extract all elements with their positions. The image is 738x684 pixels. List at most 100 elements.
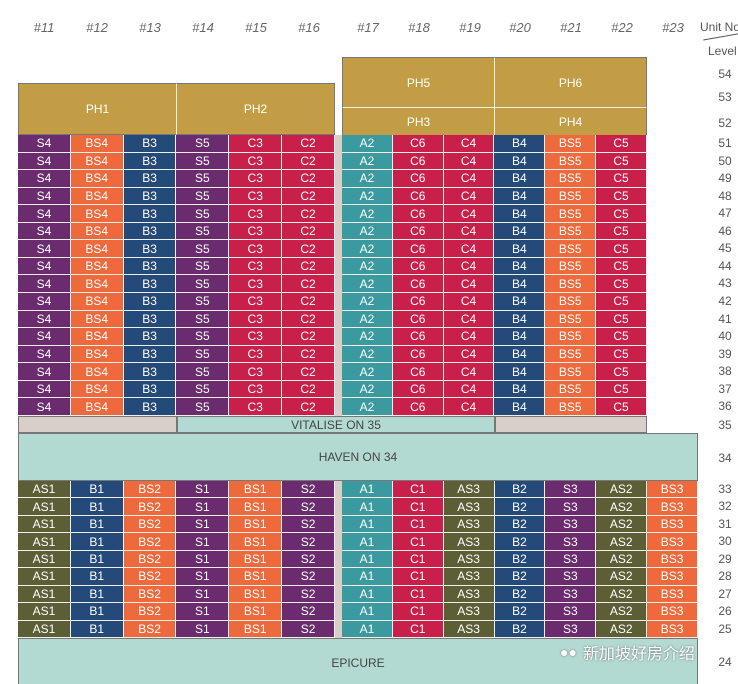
unit-cell-s1-25[interactable]: S1: [176, 620, 230, 638]
amenity-haven[interactable]: HAVEN ON 34: [18, 433, 698, 481]
unit-cell-b4-37[interactable]: B4: [494, 380, 546, 399]
unit-cell-c1-28[interactable]: C1: [392, 568, 444, 586]
unit-cell-bs4-37[interactable]: BS4: [70, 380, 124, 399]
unit-cell-s4-47[interactable]: S4: [18, 205, 71, 223]
unit-cell-s5-39[interactable]: S5: [176, 345, 230, 364]
unit-cell-s5-42[interactable]: S5: [176, 293, 230, 311]
unit-cell-c5-51[interactable]: C5: [596, 135, 647, 153]
unit-cell-a1-25[interactable]: A1: [342, 620, 393, 638]
unit-cell-s4-46[interactable]: S4: [18, 222, 71, 241]
amenity-epicure[interactable]: EPICURE: [18, 638, 698, 684]
unit-cell-a2-36[interactable]: A2: [342, 398, 393, 416]
unit-cell-s4-50[interactable]: S4: [18, 152, 71, 171]
unit-cell-a2-51[interactable]: A2: [342, 135, 393, 153]
unit-cell-c4-36[interactable]: C4: [443, 398, 495, 416]
unit-cell-b3-51[interactable]: B3: [123, 135, 177, 153]
unit-cell-bs3-28[interactable]: BS3: [647, 568, 699, 586]
unit-cell-b1-26[interactable]: B1: [70, 603, 124, 621]
unit-cell-c6-40[interactable]: C6: [392, 328, 444, 346]
unit-cell-c2-40[interactable]: C2: [282, 328, 335, 346]
unit-cell-a2-42[interactable]: A2: [342, 293, 393, 311]
unit-cell-b4-47[interactable]: B4: [494, 205, 546, 223]
unit-cell-bs5-38[interactable]: BS5: [545, 363, 597, 381]
unit-cell-s2-29[interactable]: S2: [282, 550, 335, 569]
unit-cell-s4-44[interactable]: S4: [18, 257, 71, 276]
unit-cell-b4-39[interactable]: B4: [494, 345, 546, 364]
unit-cell-bs2-29[interactable]: BS2: [123, 550, 177, 569]
penthouse-ph2[interactable]: PH2: [177, 83, 335, 135]
unit-cell-s3-30[interactable]: S3: [545, 533, 597, 551]
unit-cell-a1-30[interactable]: A1: [342, 533, 393, 551]
unit-cell-s2-26[interactable]: S2: [282, 603, 335, 621]
unit-cell-s3-29[interactable]: S3: [545, 550, 597, 569]
unit-cell-c1-32[interactable]: C1: [392, 498, 444, 516]
unit-cell-s3-27[interactable]: S3: [545, 585, 597, 604]
unit-cell-b3-45[interactable]: B3: [123, 240, 177, 258]
unit-cell-as1-25[interactable]: AS1: [18, 620, 71, 638]
unit-cell-c2-46[interactable]: C2: [282, 222, 335, 241]
unit-cell-bs1-29[interactable]: BS1: [229, 550, 283, 569]
unit-cell-c6-50[interactable]: C6: [392, 152, 444, 171]
unit-cell-b4-50[interactable]: B4: [494, 152, 546, 171]
unit-cell-c4-42[interactable]: C4: [443, 293, 495, 311]
unit-cell-a2-40[interactable]: A2: [342, 328, 393, 346]
unit-cell-c4-39[interactable]: C4: [443, 345, 495, 364]
unit-cell-s4-43[interactable]: S4: [18, 275, 71, 294]
unit-cell-bs2-26[interactable]: BS2: [123, 603, 177, 621]
penthouse-ph4[interactable]: PH4: [495, 108, 647, 135]
unit-cell-c4-47[interactable]: C4: [443, 205, 495, 223]
unit-cell-as2-31[interactable]: AS2: [596, 515, 648, 534]
unit-cell-c3-50[interactable]: C3: [229, 152, 283, 171]
unit-cell-s3-32[interactable]: S3: [545, 498, 597, 516]
unit-cell-b3-48[interactable]: B3: [123, 187, 177, 206]
unit-cell-s1-31[interactable]: S1: [176, 515, 230, 534]
unit-cell-bs4-51[interactable]: BS4: [70, 135, 124, 153]
unit-cell-a2-43[interactable]: A2: [342, 275, 393, 294]
unit-cell-as1-29[interactable]: AS1: [18, 550, 71, 569]
unit-cell-c2-37[interactable]: C2: [282, 380, 335, 399]
unit-cell-as2-28[interactable]: AS2: [596, 568, 648, 586]
unit-cell-c3-48[interactable]: C3: [229, 187, 283, 206]
unit-cell-s4-45[interactable]: S4: [18, 240, 71, 258]
unit-cell-c3-45[interactable]: C3: [229, 240, 283, 258]
unit-cell-s2-30[interactable]: S2: [282, 533, 335, 551]
unit-cell-c6-39[interactable]: C6: [392, 345, 444, 364]
unit-cell-c5-44[interactable]: C5: [596, 257, 647, 276]
unit-cell-bs4-42[interactable]: BS4: [70, 293, 124, 311]
unit-cell-as1-30[interactable]: AS1: [18, 533, 71, 551]
unit-cell-a1-27[interactable]: A1: [342, 585, 393, 604]
unit-cell-s5-48[interactable]: S5: [176, 187, 230, 206]
unit-cell-s5-51[interactable]: S5: [176, 135, 230, 153]
unit-cell-b4-45[interactable]: B4: [494, 240, 546, 258]
unit-cell-bs1-30[interactable]: BS1: [229, 533, 283, 551]
unit-cell-bs4-41[interactable]: BS4: [70, 310, 124, 329]
unit-cell-c2-38[interactable]: C2: [282, 363, 335, 381]
unit-cell-c2-44[interactable]: C2: [282, 257, 335, 276]
unit-cell-a2-39[interactable]: A2: [342, 345, 393, 364]
unit-cell-c6-46[interactable]: C6: [392, 222, 444, 241]
unit-cell-bs5-41[interactable]: BS5: [545, 310, 597, 329]
unit-cell-as1-28[interactable]: AS1: [18, 568, 71, 586]
unit-cell-bs2-28[interactable]: BS2: [123, 568, 177, 586]
unit-cell-a2-41[interactable]: A2: [342, 310, 393, 329]
unit-cell-a1-28[interactable]: A1: [342, 568, 393, 586]
unit-cell-as1-33[interactable]: AS1: [18, 481, 71, 499]
unit-cell-b2-31[interactable]: B2: [494, 515, 546, 534]
unit-cell-c3-49[interactable]: C3: [229, 170, 283, 188]
unit-cell-b3-50[interactable]: B3: [123, 152, 177, 171]
unit-cell-b4-38[interactable]: B4: [494, 363, 546, 381]
unit-cell-c4-40[interactable]: C4: [443, 328, 495, 346]
penthouse-ph6[interactable]: PH6: [495, 57, 647, 108]
unit-cell-c2-50[interactable]: C2: [282, 152, 335, 171]
unit-cell-c2-45[interactable]: C2: [282, 240, 335, 258]
unit-cell-c4-49[interactable]: C4: [443, 170, 495, 188]
unit-cell-b3-38[interactable]: B3: [123, 363, 177, 381]
unit-cell-bs5-48[interactable]: BS5: [545, 187, 597, 206]
unit-cell-bs2-27[interactable]: BS2: [123, 585, 177, 604]
unit-cell-c1-31[interactable]: C1: [392, 515, 444, 534]
unit-cell-s2-25[interactable]: S2: [282, 620, 335, 638]
unit-cell-s3-25[interactable]: S3: [545, 620, 597, 638]
unit-cell-s2-27[interactable]: S2: [282, 585, 335, 604]
unit-cell-c2-39[interactable]: C2: [282, 345, 335, 364]
unit-cell-bs1-25[interactable]: BS1: [229, 620, 283, 638]
